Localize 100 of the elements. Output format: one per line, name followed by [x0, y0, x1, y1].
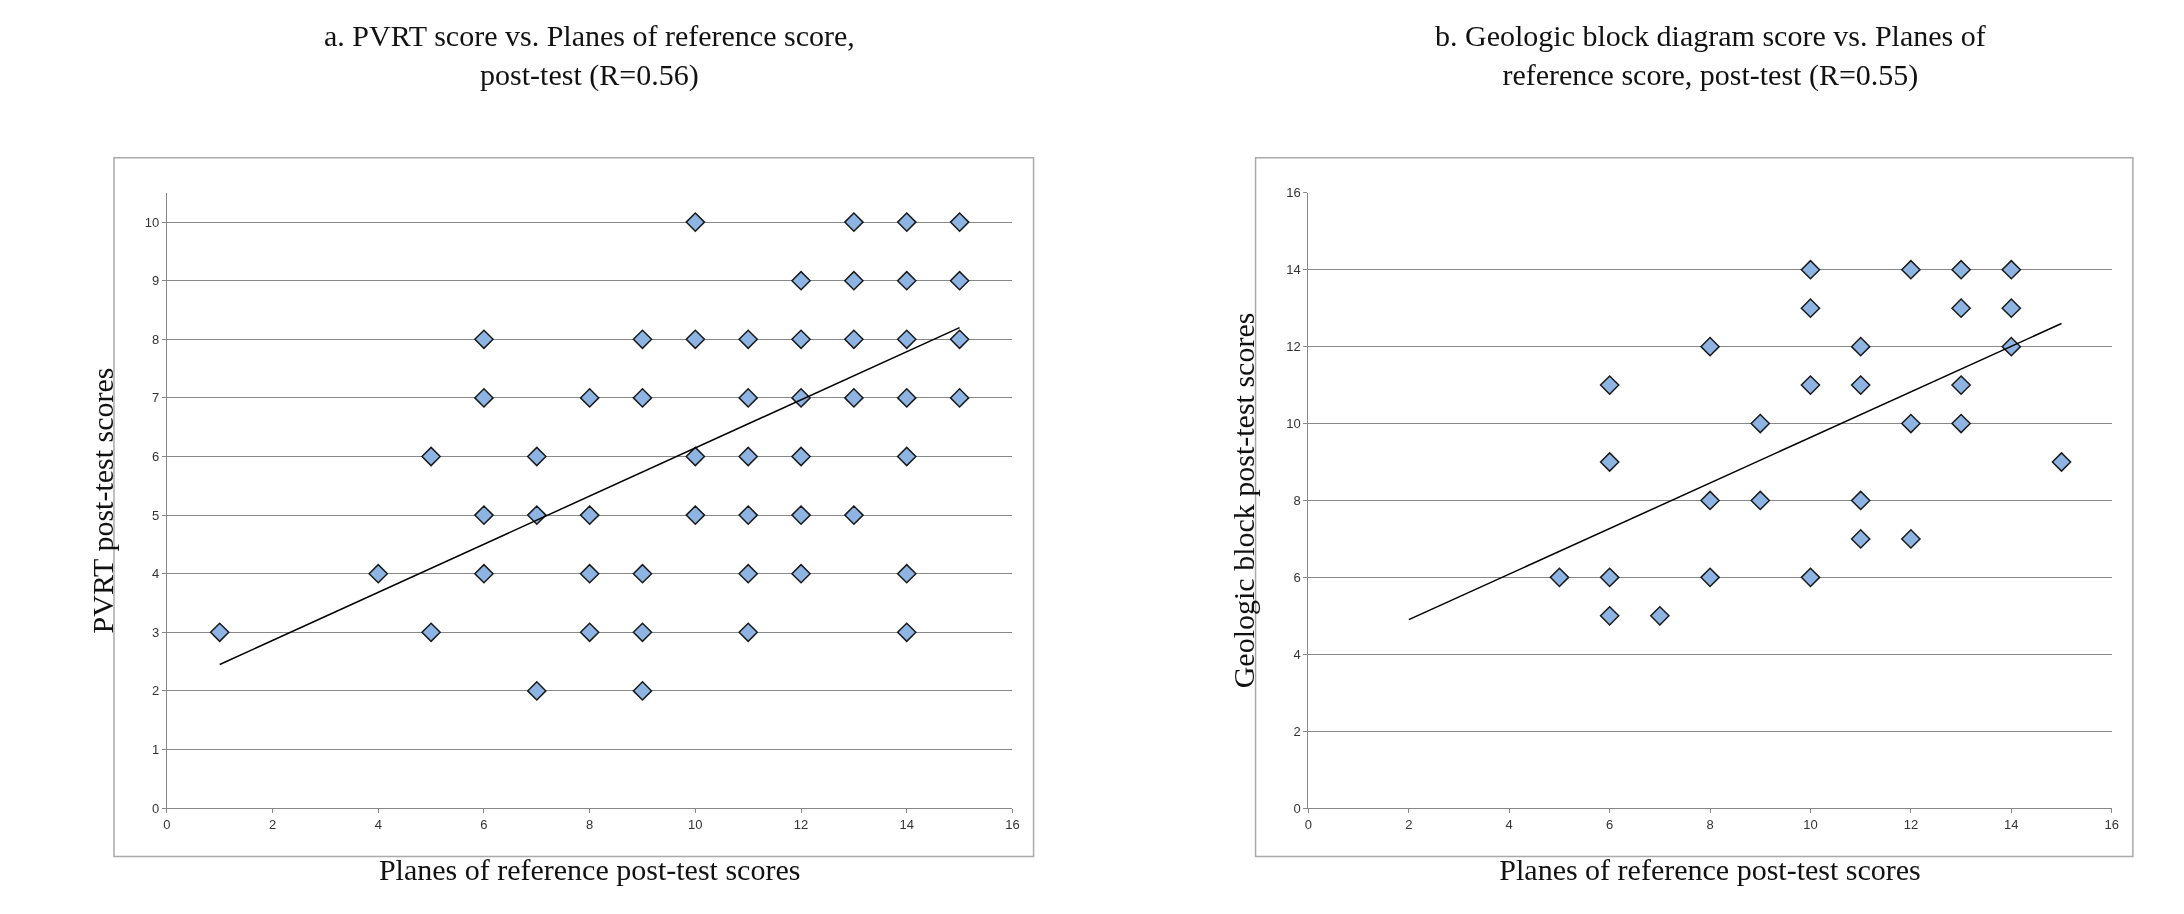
point [1800, 375, 1821, 395]
point [949, 329, 970, 350]
point [791, 505, 811, 525]
point [474, 563, 494, 584]
x-tick-label: 2 [268, 816, 277, 832]
point [579, 563, 600, 584]
x-tick-label: 0 [1304, 816, 1313, 832]
point [1599, 567, 1620, 588]
point [474, 388, 494, 408]
point [421, 622, 441, 643]
point [474, 329, 494, 350]
point [1850, 490, 1871, 511]
point [1599, 452, 1620, 472]
point [896, 446, 917, 467]
point [1750, 413, 1771, 434]
point [791, 270, 811, 291]
x-tick-label: 12 [793, 816, 809, 832]
x-tick-label: 10 [1803, 816, 1818, 832]
point [632, 329, 653, 350]
point [1951, 298, 1971, 319]
x-tick-label: 16 [1005, 816, 1020, 832]
y-tick-label: 4 [152, 566, 160, 582]
point [1850, 529, 1871, 549]
y-tick-label: 3 [152, 624, 160, 640]
y-tick-label: 2 [1293, 723, 1301, 739]
point [685, 212, 706, 232]
chart-title: a. PVRT score vs. Planes of reference score, post-test (R=0.56) [324, 19, 855, 92]
point [949, 212, 970, 232]
point [579, 388, 600, 408]
x-tick-label: 4 [374, 816, 382, 832]
y-tick-label: 8 [152, 331, 160, 347]
point [1650, 605, 1670, 626]
point [1850, 375, 1871, 395]
x-tick-label: 2 [1405, 816, 1413, 832]
x-tick-label: 16 [2104, 816, 2119, 832]
point [2001, 259, 2022, 280]
y-tick-label: 5 [152, 507, 160, 523]
x-tick-label: 0 [163, 816, 171, 832]
point [844, 270, 864, 291]
point [1800, 259, 1821, 280]
x-tick-label: 4 [1505, 816, 1513, 832]
point [949, 270, 970, 291]
point [738, 622, 759, 643]
x-tick-label: 6 [480, 816, 488, 832]
x-tick-label: 14 [2004, 816, 2019, 832]
y-tick-label: 16 [1286, 185, 1301, 201]
point [526, 681, 547, 701]
point [791, 329, 811, 350]
point [632, 622, 653, 643]
point [209, 622, 230, 643]
y-tick-label: 6 [1293, 569, 1301, 585]
point [844, 505, 864, 525]
point [738, 446, 759, 467]
y-tick-label: 4 [1293, 646, 1301, 662]
point [1700, 567, 1720, 588]
y-tick-label: 10 [144, 214, 160, 230]
point [844, 388, 864, 408]
y-axis-title: Geologic block post-test scores [1227, 312, 1261, 689]
point [738, 505, 759, 525]
point [844, 329, 864, 350]
point [1750, 490, 1771, 511]
x-axis-title: Planes of reference post-test scores [1499, 853, 1921, 887]
point [632, 388, 653, 408]
point [1549, 567, 1570, 588]
point [685, 329, 706, 350]
x-axis-title: Planes of reference post-test scores [378, 853, 801, 887]
y-tick-label: 10 [1286, 416, 1301, 432]
point [791, 563, 811, 584]
point [896, 329, 917, 350]
y-tick-label: 7 [152, 390, 160, 406]
y-tick-label: 12 [1286, 339, 1301, 355]
point [421, 446, 441, 467]
point [474, 505, 494, 525]
point [896, 388, 917, 408]
point [896, 622, 917, 643]
point [738, 329, 759, 350]
point [2001, 298, 2022, 319]
y-tick-label: 9 [152, 273, 160, 289]
y-tick-label: 6 [152, 449, 160, 465]
x-tick-label: 8 [586, 816, 594, 832]
point [1700, 490, 1720, 511]
point [2051, 452, 2072, 472]
y-tick-label: 1 [152, 742, 160, 758]
point [579, 622, 600, 643]
y-tick-label: 0 [1293, 800, 1301, 816]
point [1951, 375, 1971, 395]
point [738, 388, 759, 408]
point [1951, 413, 1971, 434]
x-tick-label: 14 [899, 816, 914, 832]
y-axis-title: PVRT post-test scores [85, 367, 119, 634]
point [738, 563, 759, 584]
point [368, 563, 389, 584]
point [844, 212, 864, 232]
x-tick-label: 8 [1706, 816, 1714, 832]
point [685, 446, 706, 467]
y-tick-label: 8 [1293, 493, 1301, 508]
point [1901, 529, 1921, 549]
point [632, 681, 653, 701]
point [896, 270, 917, 291]
point [1800, 567, 1821, 588]
